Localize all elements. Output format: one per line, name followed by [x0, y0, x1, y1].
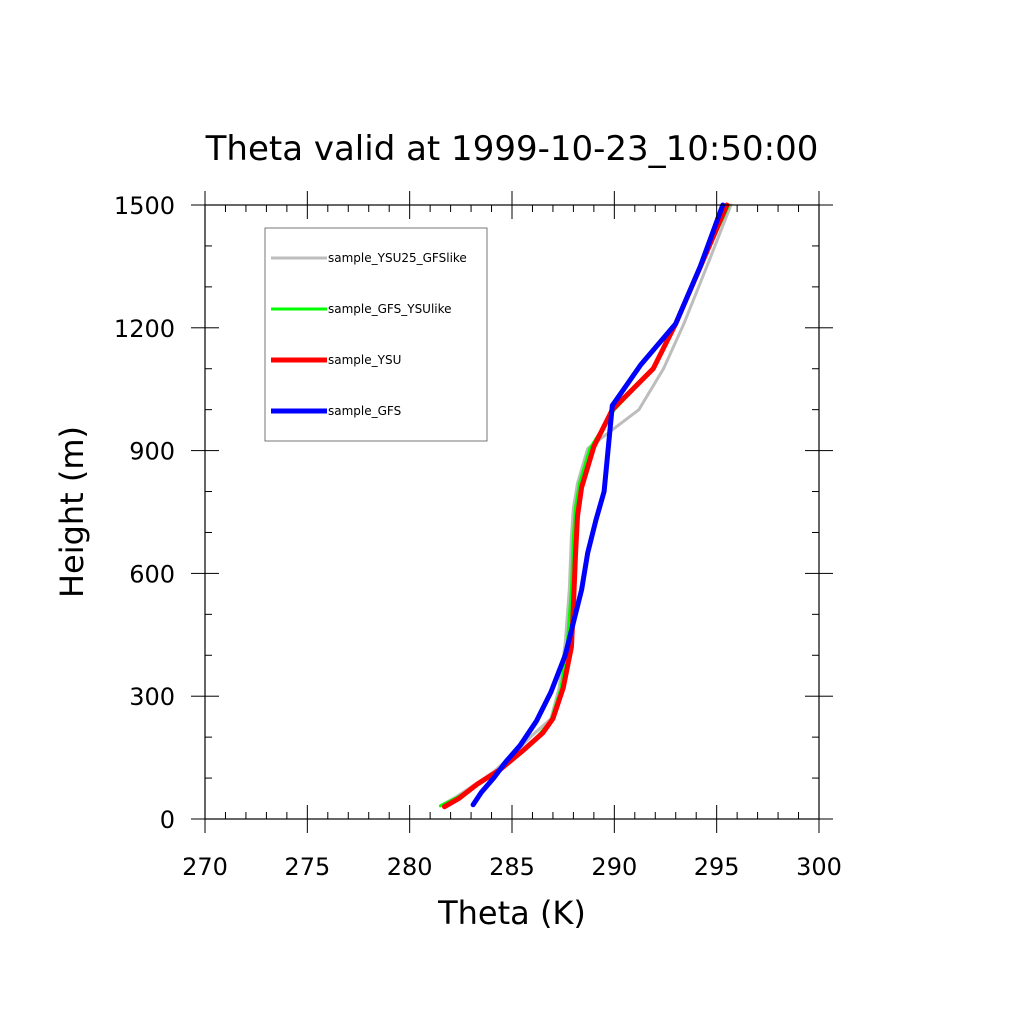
legend-label: sample_YSU25_GFSlike: [328, 251, 467, 265]
y-tick-label: 600: [129, 560, 175, 588]
x-tick-label: 275: [284, 853, 330, 881]
series-line-sample_GFS: [470, 202, 726, 808]
legend-label: sample_GFS: [328, 404, 401, 418]
y-tick-label: 900: [129, 438, 175, 466]
legend-label: sample_GFS_YSUlike: [328, 302, 452, 316]
legend: sample_YSU25_GFSlike sample_GFS_YSUlikesa…: [264, 227, 488, 442]
x-axis-label: Theta (K): [437, 894, 586, 932]
y-tick-label: 1500: [114, 192, 175, 220]
x-tick-label: 270: [182, 853, 228, 881]
y-tick-label: 300: [129, 683, 175, 711]
chart-title: Theta valid at 1999-10-23_10:50:00: [205, 129, 819, 169]
y-axis-label: Height (m): [53, 426, 91, 598]
x-tick-label: 285: [489, 853, 535, 881]
x-tick-label: 280: [387, 853, 433, 881]
x-tick-label: 290: [591, 853, 637, 881]
x-tick-label: 295: [694, 853, 740, 881]
y-tick-label: 1200: [114, 315, 175, 343]
x-tick-label: 300: [796, 853, 842, 881]
y-tick-label: 0: [160, 806, 175, 834]
legend-label: sample_YSU: [328, 353, 401, 367]
legend-box: [264, 227, 488, 442]
